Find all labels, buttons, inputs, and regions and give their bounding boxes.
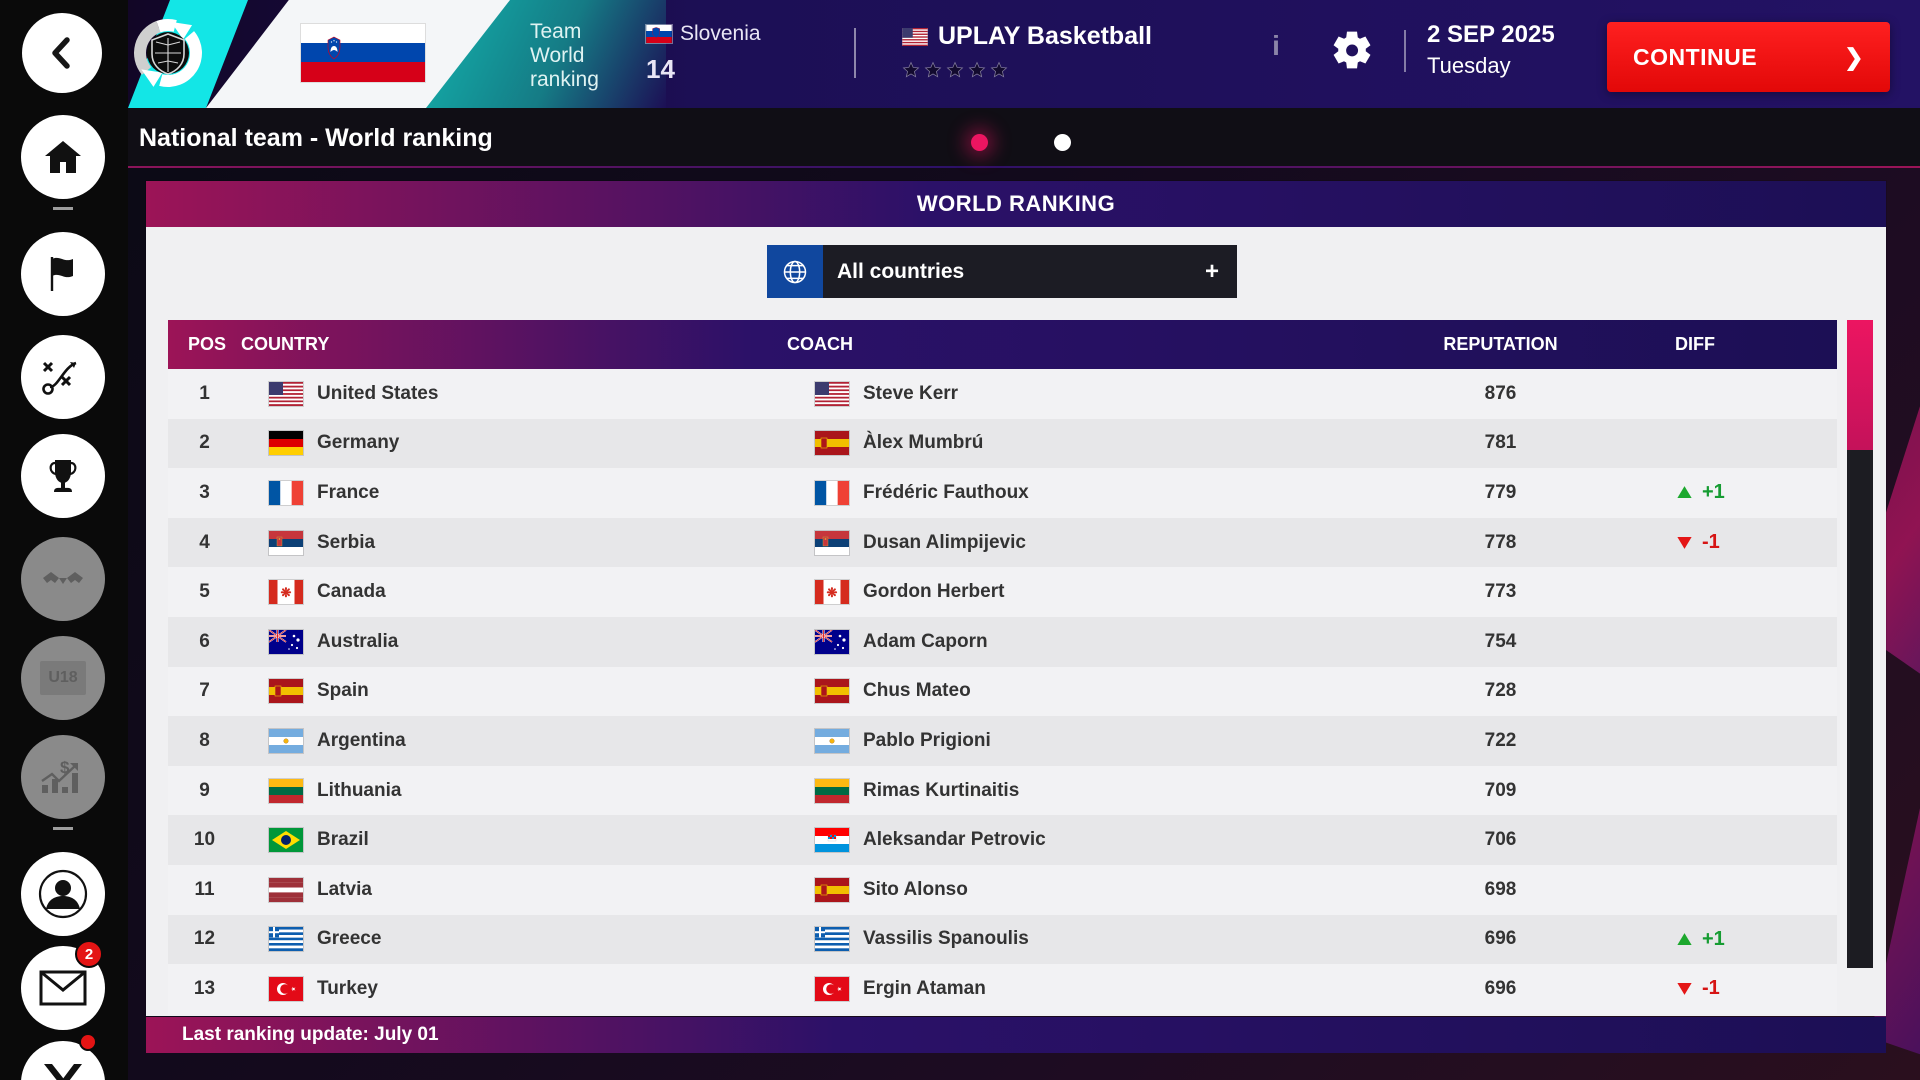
svg-text:$: $	[60, 758, 70, 777]
svg-text:❋: ❋	[827, 585, 838, 600]
svg-text:❋: ❋	[281, 585, 292, 600]
